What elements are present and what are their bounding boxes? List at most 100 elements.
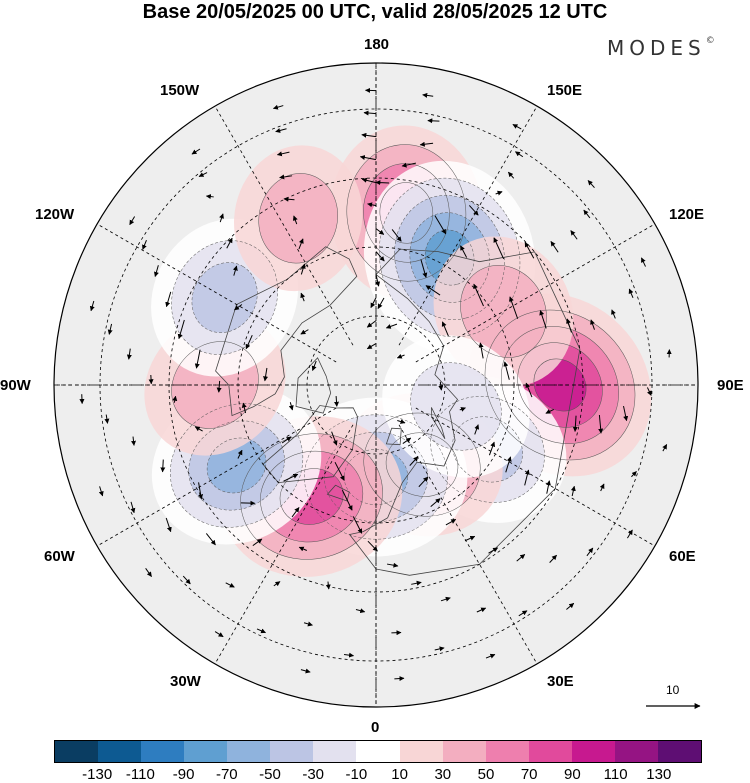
colorbar-tick-12: 110 [603,766,628,783]
colorbar-segment-10 [485,741,529,762]
svalbard-coast [385,427,402,446]
wind-vector-24 [107,323,113,335]
wind-vector-143 [441,321,449,337]
anomaly-contour-1-2 [394,195,505,320]
wind-vector-128 [375,274,381,287]
wind-vector-102 [493,237,505,260]
novaya-zemlya-coast [431,407,446,440]
wind-vector-107 [216,380,222,393]
wind-vector-123 [430,498,441,508]
wind-vector-136 [425,285,441,296]
lon-label-180: 180 [364,36,390,53]
wind-vector-82 [411,580,422,586]
brand-registered-mark: © [705,36,715,46]
colorbar-segment-7 [356,741,400,762]
wind-vector-4 [89,300,95,312]
colorbar-tick-5: -30 [302,766,325,783]
wind-vector-84 [546,480,551,494]
wind-vector-42 [153,265,159,278]
wind-vector-35 [628,288,634,298]
lon-label-150e: 150E [547,82,583,99]
colorbar-segment-5 [270,741,314,762]
meridian-30 [398,424,538,665]
wind-vector-117 [375,251,385,262]
wind-vector-6 [98,486,104,497]
colorbar-tick-8: 30 [434,766,452,783]
wind-vector-70 [590,319,595,330]
wind-vector-49 [476,607,487,613]
wind-vector-7 [145,567,152,577]
wind-vector-93 [194,349,201,369]
lon-label-0: 0 [371,719,380,736]
wind-vector-120 [241,402,247,414]
wind-vector-119 [245,334,253,350]
colorbar-tick-labels: -130 -110 -90 -70 -50 -30 -10 10 30 50 70 90 110 130 [0,766,750,783]
colorbar-segment-6 [313,741,357,762]
wind-vector-79 [198,482,204,500]
wind-vector-108 [237,449,243,459]
wind-vector-142 [459,407,466,412]
meridian-330 [214,424,354,665]
colorbar-tick-2: -90 [172,766,195,783]
lon-label-120e: 120E [669,206,705,223]
colorbar-segment-1 [98,741,142,762]
anomaly-contour-0-1 [346,144,467,282]
wind-vector-32 [586,547,594,557]
wind-vector-13 [626,529,633,539]
wind-vector-122 [352,516,363,534]
greenland-coast [262,405,359,484]
wind-vector-121 [283,473,299,482]
colorbar-segment-3 [184,741,228,762]
anomaly-contour-3-2 [452,416,523,483]
wind-vector-112 [505,456,512,473]
wind-vector-45 [165,517,172,533]
wind-vector-92 [232,265,238,276]
wind-vector-145 [366,320,377,328]
wind-vector-56 [419,141,434,147]
wind-vector-138 [300,329,309,335]
graticule [54,63,698,707]
wind-vector-89 [375,180,390,186]
meridian-300 [96,407,337,547]
wind-vector-87 [524,241,535,259]
wind-vector-41 [205,194,214,200]
wind-vector-106 [234,304,243,311]
eurasia-coast [348,248,581,576]
wind-vector-60 [165,291,172,308]
wind-vector-151 [366,343,377,350]
wind-vector-31 [518,610,528,617]
wind-vector-64 [273,581,281,587]
wind-vector-20 [363,110,377,116]
wind-vector-115 [460,245,468,258]
wind-vector-75 [283,196,295,202]
wind-vector-86 [566,318,572,333]
wind-vector-52 [623,405,629,422]
wind-vector-36 [583,209,591,219]
wind-vector-50 [549,554,557,563]
lon-label-60w: 60W [44,548,75,565]
wind-vector-44 [131,436,137,446]
anomaly-cell-11-level-1 [460,265,547,358]
lon-label-120w: 120W [35,206,75,223]
wind-vector-135 [478,342,484,359]
lon-label-150w: 150W [160,82,200,99]
lon-label-30w: 30W [170,673,201,690]
colorbar-tick-7: 10 [391,766,408,783]
anomaly-contour-11-1 [460,265,547,358]
wind-vector-26 [130,501,136,514]
wind-vector-76 [226,237,233,249]
colorbar-segment-14 [657,741,701,762]
anomaly-contour-6-2 [260,450,364,543]
wind-vector-23 [142,239,147,250]
anomaly-contour-7-1 [170,403,304,528]
wind-vector-30 [434,646,445,652]
wind-vector-57 [359,155,377,161]
colorbar-tick-0: -130 [82,766,113,783]
wind-vector-73 [401,162,417,168]
anomaly-contour-12-1 [410,362,502,451]
wind-vector-12 [566,602,575,610]
wind-vector-21 [275,128,287,133]
meridian-120 [415,223,656,363]
anomaly-cell-10-level-1 [258,173,338,264]
wind-vector-9 [300,668,311,674]
